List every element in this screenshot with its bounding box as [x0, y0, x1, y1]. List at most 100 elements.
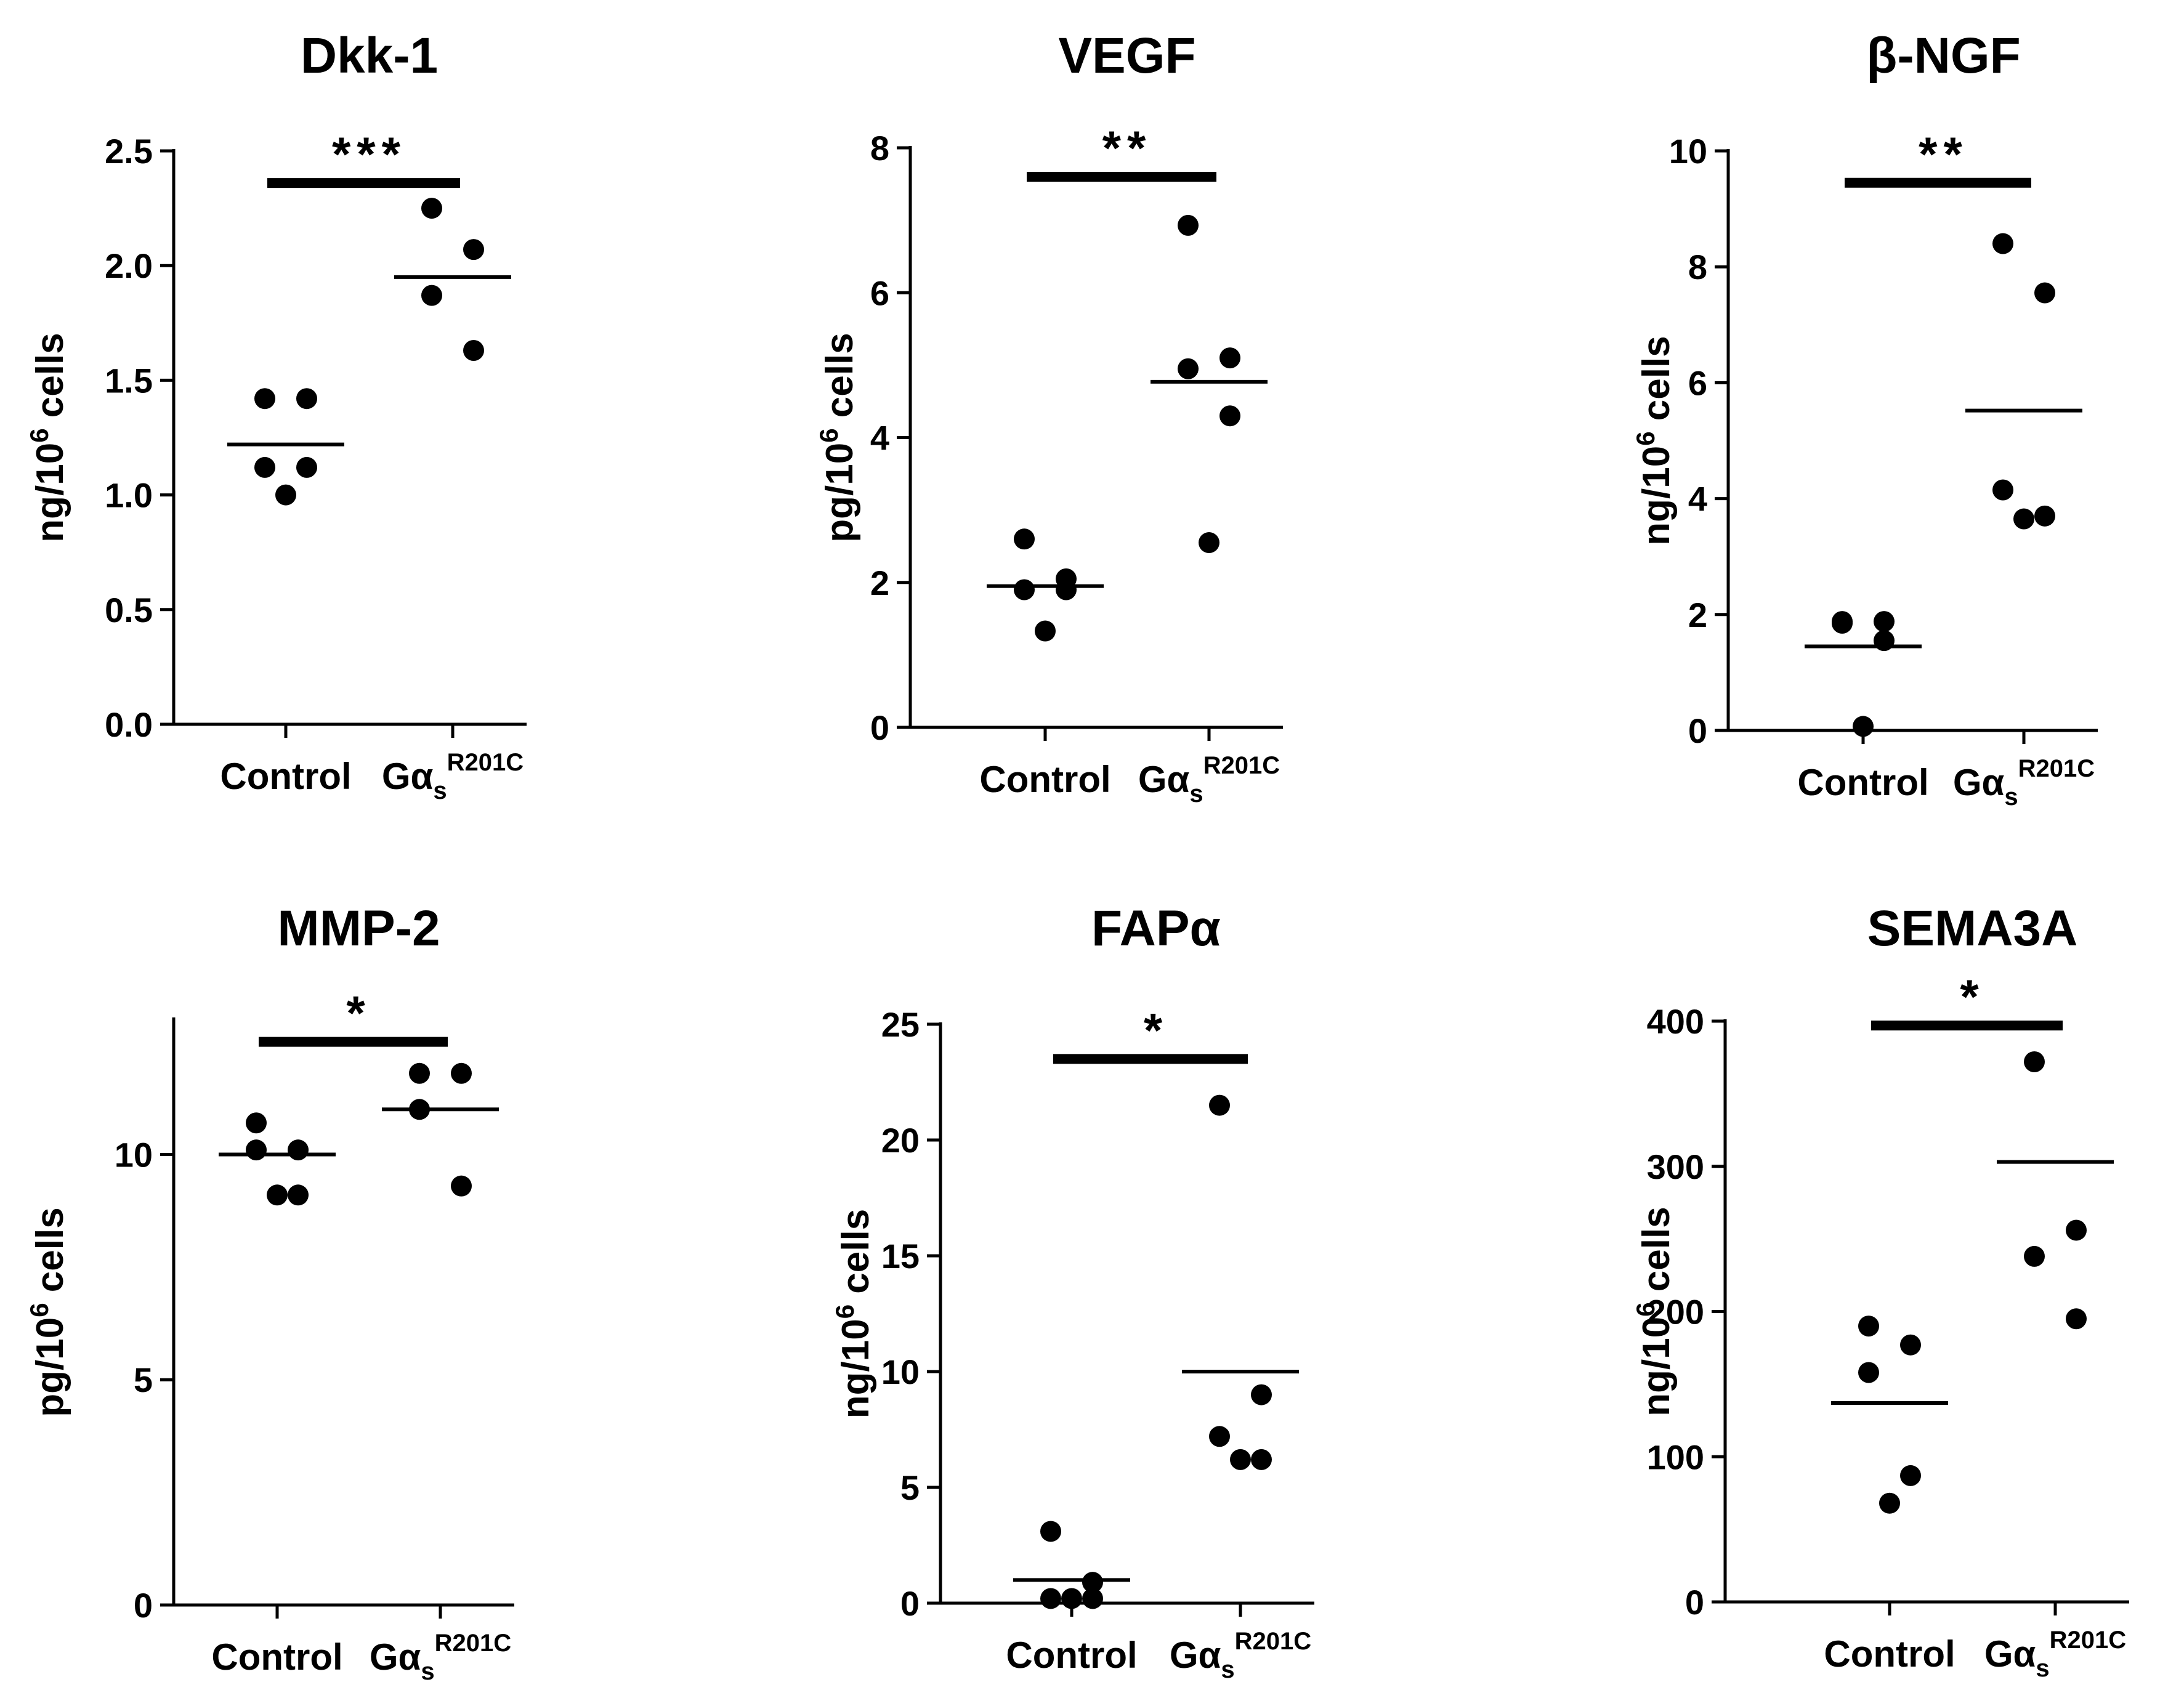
y-tick-label: 0 [134, 1586, 153, 1625]
y-tick-label: 2 [870, 564, 889, 602]
y-tick-label: 300 [1647, 1147, 1704, 1186]
y-tick-label: 15 [881, 1237, 920, 1276]
y-tick-label: 4 [1688, 480, 1707, 519]
x-tick-label: GαsR201C [1953, 755, 2095, 811]
y-tick-label: 0.5 [105, 591, 153, 629]
y-tick-label: 1.0 [105, 476, 153, 515]
data-point [1014, 528, 1035, 550]
data-point [1040, 1521, 1061, 1542]
data-point [288, 1184, 309, 1206]
y-tick-label: 8 [1688, 248, 1707, 286]
data-point [421, 198, 442, 219]
data-point [1992, 233, 2013, 254]
data-point [2034, 505, 2055, 527]
chart-panel-4: FAPα 0 5 10 15 20 25 Control GαsR201C ng/106 cell… [830, 900, 1314, 1683]
x-tick-label: GαsR201C [370, 1630, 511, 1685]
y-tick-label: 400 [1647, 1002, 1704, 1041]
data-point [1992, 479, 2013, 501]
data-point [1178, 214, 1199, 236]
data-point [1040, 1588, 1061, 1609]
chart-panel-1: VEGF 0 2 4 6 8 Control GαsR201C pg/106 cells ** [814, 28, 1283, 807]
data-point [275, 484, 296, 506]
x-tick-label: Control [1006, 1635, 1137, 1676]
chart-panel-3: MMP-2 0 5 10 Control GαsR201C pg/106 cells * [25, 900, 514, 1685]
data-point [2024, 1245, 2045, 1267]
data-point [1199, 532, 1219, 554]
data-point [254, 388, 275, 410]
y-tick-label: 0 [1688, 711, 1707, 750]
x-tick-label: Control [1824, 1633, 1955, 1675]
panel-title: SEMA3A [1867, 900, 2078, 956]
data-point [254, 456, 275, 478]
data-point [267, 1184, 288, 1206]
y-tick-label: 25 [881, 1005, 920, 1044]
y-tick-label: 0 [1685, 1583, 1704, 1622]
chart-panel-2: β-NGF 0 2 4 6 8 10 Control GαsR201C ng/106 cells *… [1631, 28, 2098, 811]
chart-panel-5: SEMA3A 0 100 200 300 400 Control GαsR201C ng/106… [1631, 900, 2129, 1682]
y-axis-label: ng/106 cells [1631, 336, 1678, 545]
data-point [2024, 1051, 2045, 1073]
y-tick-label: 5 [134, 1360, 153, 1399]
x-tick-label: Control [1797, 762, 1928, 803]
y-axis-label: ng/106 cells [25, 333, 71, 542]
data-point [1874, 611, 1895, 633]
significance-label: ** [1919, 127, 1968, 181]
y-tick-label: 2.0 [105, 246, 153, 285]
data-point [2066, 1308, 2087, 1330]
data-point [1858, 1362, 1879, 1383]
data-point [2034, 282, 2055, 304]
data-point [1219, 405, 1240, 427]
y-tick-label: 200 [1647, 1293, 1704, 1332]
data-point [1879, 1492, 1900, 1514]
data-point [1082, 1572, 1103, 1593]
y-tick-label: 0.0 [105, 705, 153, 744]
data-point [1178, 358, 1199, 379]
y-tick-label: 0 [900, 1584, 920, 1623]
significance-label: ** [1102, 121, 1152, 175]
x-tick-label: Control [211, 1636, 342, 1678]
data-point [1056, 579, 1077, 600]
data-point [409, 1062, 430, 1084]
y-tick-label: 4 [870, 419, 889, 458]
data-point [451, 1062, 472, 1084]
panel-title: FAPα [1091, 900, 1221, 956]
y-tick-label: 10 [881, 1352, 920, 1391]
y-axis-label: ng/106 cells [830, 1209, 877, 1418]
data-point [246, 1139, 267, 1161]
y-tick-label: 5 [900, 1468, 920, 1507]
data-point [2066, 1219, 2087, 1241]
data-point [2013, 508, 2034, 530]
y-tick-label: 10 [1669, 132, 1707, 171]
x-tick-label: Control [220, 756, 351, 797]
panel-title: VEGF [1058, 28, 1195, 84]
data-point [451, 1175, 472, 1197]
y-axis-label: pg/106 cells [25, 1207, 71, 1417]
chart-panel-0: Dkk-1 0.0 0.5 1.0 1.5 2.0 2.5 Control GαsR201C ng… [25, 28, 527, 804]
y-tick-label: 8 [870, 129, 889, 168]
significance-label: * [1960, 969, 1984, 1024]
data-point [1035, 620, 1056, 642]
data-point [1858, 1316, 1879, 1337]
panel-title: β-NGF [1866, 28, 2020, 84]
data-point [246, 1112, 267, 1134]
y-tick-label: 100 [1647, 1437, 1704, 1476]
y-axis-label: ng/106 cells [1631, 1207, 1678, 1416]
y-tick-label: 0 [870, 708, 889, 747]
data-point [1251, 1449, 1272, 1470]
data-point [296, 388, 317, 410]
data-point [1209, 1426, 1230, 1447]
data-point [1061, 1588, 1082, 1609]
y-tick-label: 10 [115, 1135, 153, 1174]
x-tick-label: GαsR201C [1984, 1627, 2126, 1682]
x-tick-label: Control [979, 759, 1110, 800]
x-tick-label: GαsR201C [1138, 752, 1280, 807]
data-point [288, 1139, 309, 1161]
y-tick-label: 2 [1688, 596, 1707, 634]
significance-label: * [346, 986, 371, 1040]
y-axis-label: pg/106 cells [814, 333, 861, 542]
x-tick-label: GαsR201C [1170, 1628, 1311, 1683]
data-point [1900, 1334, 1921, 1356]
data-point [1219, 347, 1240, 369]
y-tick-label: 2.5 [105, 132, 153, 171]
